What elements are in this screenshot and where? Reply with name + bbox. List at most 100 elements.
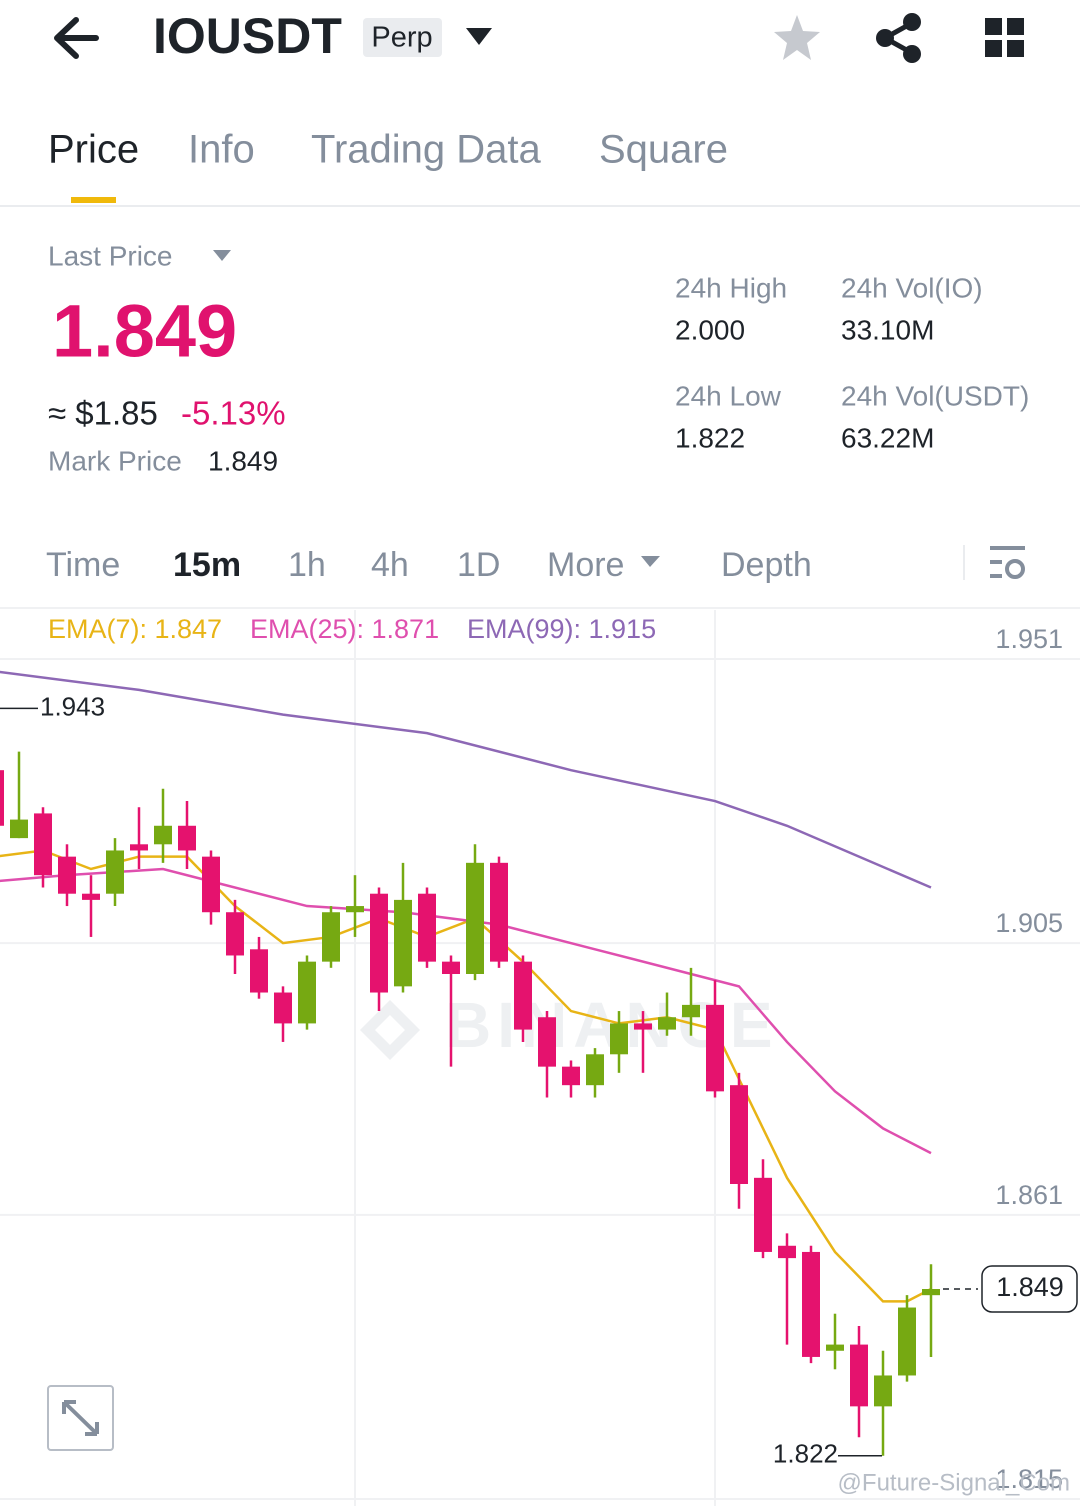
interval[interactable]: 1h — [288, 546, 326, 584]
ema-line — [0, 670, 932, 889]
symbol: IOUSDT — [153, 8, 342, 64]
candle-body — [562, 1066, 580, 1086]
candle-body — [274, 992, 292, 1024]
price-type-dropdown[interactable] — [213, 250, 231, 261]
candle-body — [610, 1023, 628, 1055]
candle-body — [10, 819, 28, 839]
candle-body — [850, 1344, 868, 1407]
stat-value: 1.822 — [675, 422, 745, 453]
candle-body — [490, 862, 508, 962]
interval[interactable]: 4h — [371, 546, 409, 584]
grid-menu[interactable] — [985, 18, 1024, 57]
candle-body — [634, 1023, 652, 1030]
contract-type: Perp — [371, 22, 432, 54]
stat-label: 24h Low — [675, 380, 782, 411]
legend-entry: EMA(99): 1.915 — [467, 614, 656, 644]
interval[interactable]: 15m — [173, 546, 241, 584]
last-price-label: 1.849 — [996, 1272, 1064, 1302]
tab[interactable]: Info — [188, 128, 255, 172]
candle-body — [298, 961, 316, 1024]
interval[interactable]: More — [547, 546, 624, 584]
candle-body — [58, 856, 76, 894]
candle-body — [418, 893, 436, 962]
interval[interactable]: Time — [46, 546, 120, 584]
candle-body — [778, 1245, 796, 1259]
interval[interactable]: Depth — [721, 546, 812, 584]
candle-body — [82, 893, 100, 900]
y-tick-label: 1.905 — [995, 908, 1063, 938]
fullscreen-icon — [62, 1400, 99, 1436]
stat-value: 63.22M — [841, 422, 934, 453]
back-button[interactable] — [54, 17, 99, 59]
candle-body — [106, 850, 124, 894]
candle-body — [730, 1085, 748, 1184]
interval[interactable]: 1D — [457, 546, 500, 584]
watermark-logo — [360, 1000, 420, 1060]
candle-body — [442, 961, 460, 974]
candle-body — [34, 813, 52, 876]
grid — [0, 658, 1080, 1500]
mark-price: 1.849 — [208, 445, 278, 476]
candle-body — [658, 1017, 676, 1030]
y-tick-label: 1.815 — [995, 1464, 1063, 1494]
candle-body — [178, 825, 196, 851]
ema-line — [0, 849, 932, 1303]
last-price-label: Last Price — [48, 240, 173, 271]
tab[interactable]: Price — [48, 128, 139, 172]
last-price-tag — [981, 1265, 1078, 1313]
candle-body — [682, 1004, 700, 1018]
more-dropdown[interactable] — [641, 556, 660, 567]
tab[interactable]: Trading Data — [311, 128, 542, 172]
candle-body — [394, 899, 412, 987]
legend-entry: EMA(25): 1.871 — [250, 614, 439, 644]
stat-label: 24h High — [675, 272, 787, 303]
active-tab-indicator — [71, 197, 116, 203]
tab[interactable]: Square — [599, 128, 728, 172]
candle-body — [322, 912, 340, 962]
chart-settings[interactable] — [990, 546, 1025, 579]
candle-body — [154, 825, 172, 845]
candle-body — [802, 1251, 820, 1357]
candle-body — [706, 1004, 724, 1092]
price-change: -5.13% — [181, 395, 286, 432]
symbol-dropdown[interactable] — [466, 28, 492, 45]
low-marker-label: 1.822 — [773, 1439, 838, 1469]
stat-value: 2.000 — [675, 314, 745, 345]
stat-value: 33.10M — [841, 314, 934, 345]
legend-entry: EMA(7): 1.847 — [48, 614, 222, 644]
candle-body — [466, 862, 484, 974]
labels: EMA(7): 1.847 EMA(25): 1.871 EMA(99): 1.91… — [0, 614, 1078, 1494]
stat-label: 24h Vol(USDT) — [841, 380, 1029, 411]
mark-price-label: Mark Price — [48, 445, 182, 476]
candle-body — [202, 856, 220, 913]
y-tick-label: 1.861 — [995, 1180, 1063, 1210]
candle-body — [922, 1289, 940, 1296]
candle-body — [346, 906, 364, 913]
candle-body — [250, 949, 268, 993]
candle-body — [370, 893, 388, 993]
candles — [0, 751, 940, 1456]
contract-badge — [363, 18, 442, 57]
candle-body — [0, 770, 4, 826]
stat-label: 24h Vol(IO) — [841, 272, 983, 303]
ema-lines — [0, 670, 932, 1303]
last-price: 1.849 — [52, 290, 237, 373]
candle-body — [226, 912, 244, 956]
candle-body — [538, 1017, 556, 1067]
y-tick-label: 1.951 — [995, 624, 1063, 654]
candle-body — [754, 1177, 772, 1252]
candle-body — [898, 1307, 916, 1376]
credit-watermark: @Future-Signal_Com — [838, 1469, 1070, 1496]
candle-body — [130, 844, 148, 851]
candle-body — [514, 961, 532, 1030]
candle-body — [586, 1054, 604, 1086]
candle-body — [874, 1375, 892, 1407]
approx-price: ≈ $1.85 — [48, 395, 158, 432]
favorite-star[interactable] — [774, 15, 820, 60]
share-button[interactable] — [876, 13, 921, 63]
candle-body — [826, 1344, 844, 1351]
ema-line — [0, 867, 932, 1155]
high-marker-label: 1.943 — [40, 691, 105, 721]
